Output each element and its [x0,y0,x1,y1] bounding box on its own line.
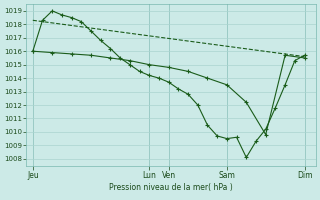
X-axis label: Pression niveau de la mer( hPa ): Pression niveau de la mer( hPa ) [109,183,233,192]
